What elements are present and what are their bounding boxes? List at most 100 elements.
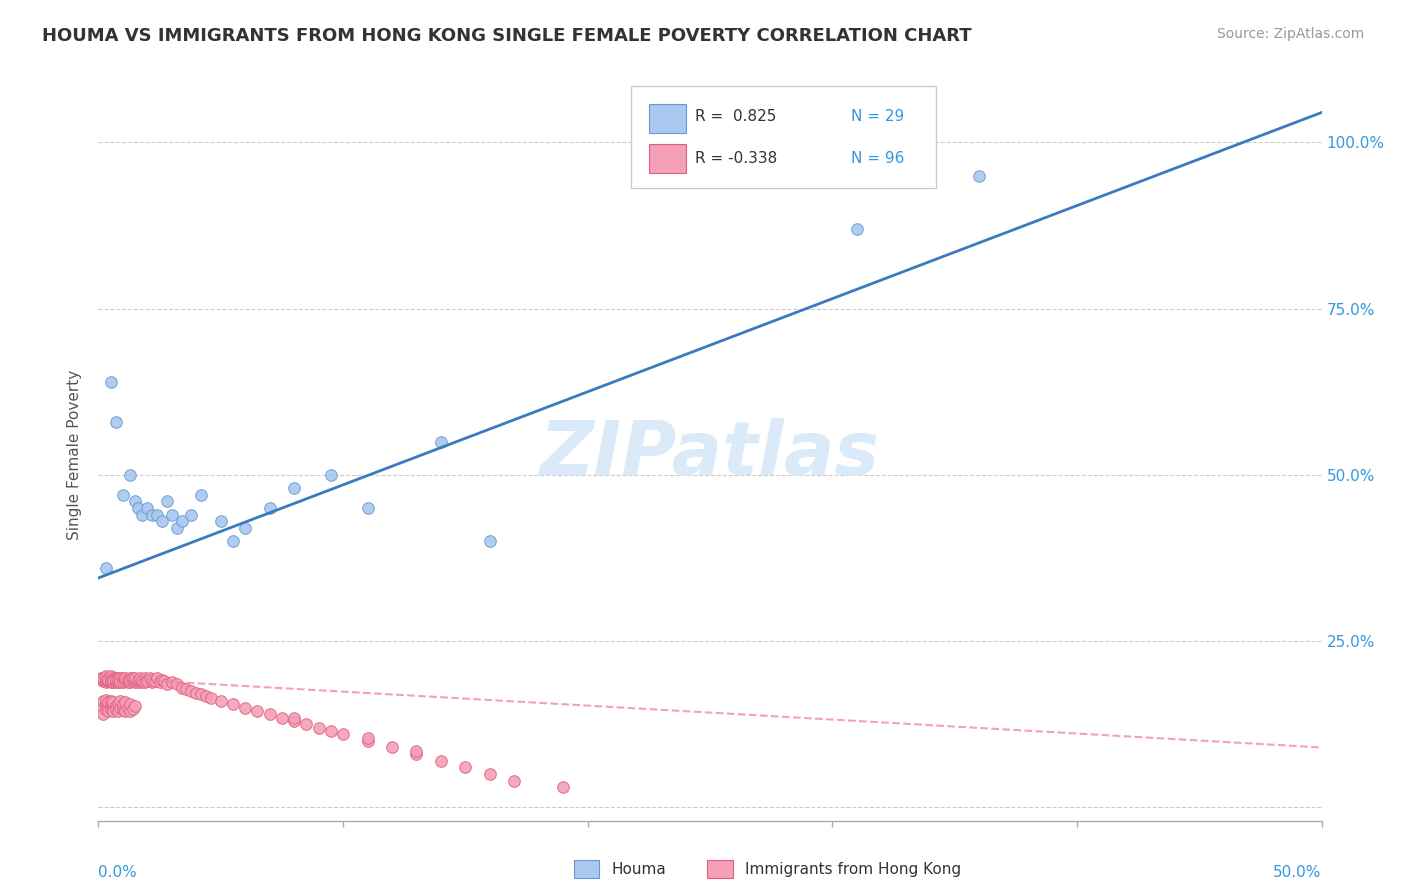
- Point: [141, 508, 163, 522]
- Point: [110, 671, 132, 685]
- Point: [356, 731, 378, 745]
- Point: [100, 694, 122, 708]
- Point: [200, 690, 222, 705]
- Point: [94, 671, 117, 685]
- Point: [120, 671, 142, 685]
- Point: [124, 673, 146, 687]
- Point: [139, 671, 162, 685]
- Point: [114, 673, 136, 688]
- Point: [110, 700, 132, 714]
- Point: [104, 699, 127, 714]
- Point: [381, 740, 404, 755]
- Point: [117, 673, 139, 687]
- Point: [222, 698, 245, 712]
- Point: [845, 222, 868, 236]
- Point: [94, 702, 117, 716]
- Text: HOUMA VS IMMIGRANTS FROM HONG KONG SINGLE FEMALE POVERTY CORRELATION CHART: HOUMA VS IMMIGRANTS FROM HONG KONG SINGL…: [42, 27, 972, 45]
- Point: [120, 698, 142, 712]
- Point: [430, 434, 453, 449]
- Point: [94, 668, 117, 682]
- Point: [100, 671, 122, 685]
- Point: [134, 675, 156, 690]
- Point: [104, 415, 127, 429]
- Point: [259, 707, 281, 722]
- Point: [94, 698, 117, 712]
- Point: [478, 767, 501, 781]
- Point: [94, 561, 117, 575]
- Point: [104, 702, 127, 716]
- Point: [104, 671, 127, 685]
- Point: [101, 671, 124, 685]
- Point: [150, 673, 173, 687]
- Point: [160, 675, 183, 690]
- Point: [166, 521, 188, 535]
- Point: [356, 501, 378, 516]
- Bar: [650, 103, 686, 133]
- Point: [127, 673, 149, 687]
- Point: [121, 671, 143, 685]
- Point: [170, 681, 193, 695]
- Point: [114, 671, 136, 685]
- Text: Houma: Houma: [612, 863, 666, 877]
- Point: [114, 673, 136, 687]
- Point: [111, 673, 134, 687]
- Point: [97, 704, 120, 718]
- Point: [100, 673, 122, 688]
- Point: [209, 515, 232, 529]
- Point: [107, 698, 129, 712]
- Point: [129, 673, 152, 688]
- Point: [111, 488, 134, 502]
- Point: [146, 508, 169, 522]
- Point: [295, 717, 318, 731]
- Point: [91, 694, 114, 708]
- Point: [283, 710, 305, 724]
- Point: [94, 673, 117, 687]
- Point: [124, 494, 146, 508]
- Point: [319, 723, 342, 738]
- Point: [129, 671, 152, 685]
- Point: [120, 675, 142, 690]
- Point: [160, 508, 183, 522]
- Point: [967, 169, 990, 183]
- Point: [141, 673, 163, 687]
- Point: [97, 695, 120, 709]
- Point: [111, 702, 134, 716]
- Point: [170, 515, 193, 529]
- Point: [146, 671, 169, 685]
- Point: [430, 754, 453, 768]
- Point: [195, 689, 218, 703]
- Point: [110, 694, 132, 708]
- Point: [332, 727, 354, 741]
- Point: [100, 675, 122, 690]
- Text: 50.0%: 50.0%: [1274, 864, 1322, 880]
- Point: [153, 673, 176, 688]
- Point: [107, 704, 129, 718]
- Point: [101, 700, 124, 714]
- Point: [107, 675, 129, 690]
- Point: [180, 508, 202, 522]
- Point: [97, 673, 120, 688]
- Point: [97, 699, 120, 714]
- Point: [308, 721, 330, 735]
- Point: [117, 700, 139, 714]
- Point: [454, 760, 477, 774]
- Point: [91, 671, 114, 685]
- Point: [107, 673, 129, 687]
- Point: [117, 675, 139, 690]
- Point: [90, 671, 112, 685]
- Point: [94, 675, 117, 690]
- Point: [131, 675, 153, 690]
- Text: Immigrants from Hong Kong: Immigrants from Hong Kong: [745, 863, 962, 877]
- Point: [120, 467, 142, 482]
- Point: [136, 673, 159, 688]
- Point: [131, 673, 153, 687]
- Point: [127, 675, 149, 690]
- Point: [503, 773, 526, 788]
- Point: [120, 704, 142, 718]
- Point: [141, 675, 163, 690]
- Point: [111, 698, 134, 712]
- Point: [156, 494, 179, 508]
- Point: [143, 673, 166, 688]
- Point: [101, 673, 124, 687]
- Bar: [650, 144, 686, 173]
